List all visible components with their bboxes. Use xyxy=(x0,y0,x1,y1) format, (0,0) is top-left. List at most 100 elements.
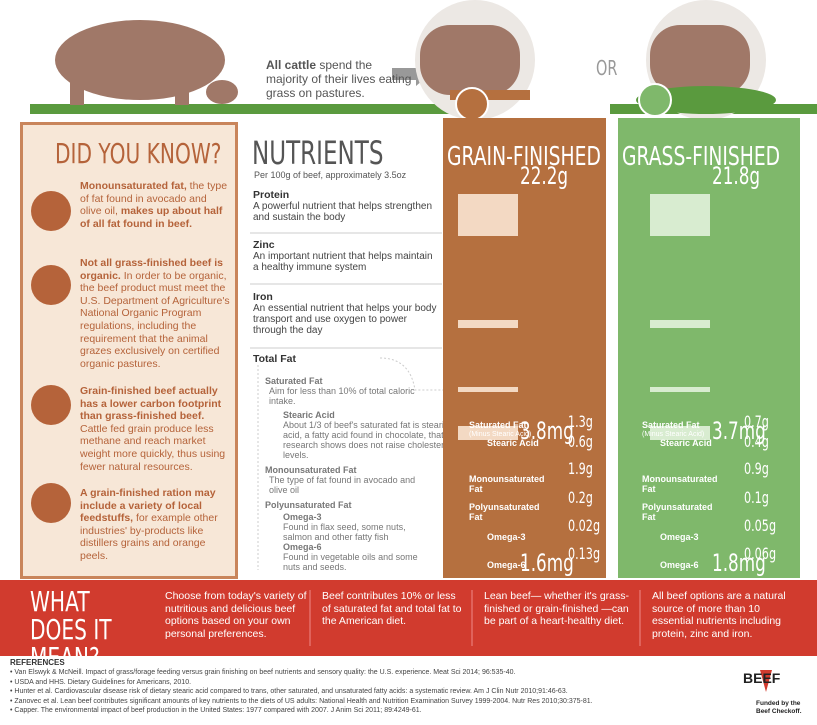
fat-label: (Minus Stearic Acid) xyxy=(469,431,532,438)
text-segment: In order to be organic, the beef product… xyxy=(80,269,230,370)
fat-value: 0.9g xyxy=(744,459,769,478)
meaning-title: WHAT DOES IT MEAN? xyxy=(30,585,112,674)
icon xyxy=(31,483,71,523)
text-segment: the type of fat found in avocado and oli… xyxy=(80,180,228,218)
icon xyxy=(455,87,489,121)
fact: A grain-finished ration may include a va… xyxy=(80,487,230,563)
logo-mark xyxy=(760,670,772,692)
desc: A powerful nutrient that helps strengthe… xyxy=(253,201,433,223)
grain-column: GRAIN-FINISHED22.2g3.8mg1.6mg5.2gSaturat… xyxy=(443,118,606,651)
fat-value: 0.6g xyxy=(568,432,593,451)
value: 1.6mg xyxy=(520,549,574,577)
did-you-know-panel: DID YOU KNOW? Monounsaturated fat, the t… xyxy=(20,122,238,579)
value-box xyxy=(650,194,710,236)
cow-head xyxy=(206,80,238,104)
column-title: GRASS-FINISHED xyxy=(622,142,781,172)
reference: • USDA and HHS. Dietary Guidelines for A… xyxy=(10,678,192,686)
fat-label: Omega-6 xyxy=(487,560,526,570)
name: Omega-3 xyxy=(283,512,322,522)
panel-title: DID YOU KNOW? xyxy=(55,137,222,170)
icon xyxy=(31,191,71,231)
value-box xyxy=(458,194,518,236)
text-segment: Grain-finished beef actually has a lower… xyxy=(80,385,222,423)
grass-column: GRASS-FINISHED21.8g3.7mg1.8mg2.9gSaturat… xyxy=(618,118,800,651)
name: Monounsaturated Fat xyxy=(265,465,357,475)
ground xyxy=(30,104,450,114)
row: Protein A powerful nutrient that helps st… xyxy=(253,189,438,224)
icon xyxy=(638,83,672,117)
name: Total Fat xyxy=(253,353,296,365)
point: Lean beef— whether it's grass-finished o… xyxy=(484,590,629,627)
cow-leg xyxy=(175,70,189,105)
row: Monounsaturated Fat The type of fat found… xyxy=(265,465,435,495)
value: 1.8mg xyxy=(712,549,766,577)
rules xyxy=(250,232,445,570)
meaning-band: WHAT DOES IT MEAN? Choose from today's v… xyxy=(0,580,817,672)
value-box xyxy=(458,387,518,392)
fat-value: 1.3g xyxy=(568,412,593,431)
name: Polyunsaturated Fat xyxy=(265,500,352,510)
fat-label: Omega-3 xyxy=(660,532,699,542)
cow-leg xyxy=(70,70,84,105)
logo-check xyxy=(760,670,772,692)
fat-label: Polyunsaturated Fat xyxy=(469,502,540,522)
row: Omega-6 Found in vegetable oils and some … xyxy=(283,542,433,572)
separators xyxy=(309,590,641,646)
fact: Grain-finished beef actually has a lower… xyxy=(80,385,230,473)
value: 3.7mg xyxy=(712,417,766,445)
icons xyxy=(31,191,71,523)
name: Stearic Acid xyxy=(283,410,335,420)
fat-value: 0.02g xyxy=(568,516,601,535)
fat-label: Monounsaturated Fat xyxy=(469,474,545,494)
fat-label: Stearic Acid xyxy=(660,438,712,448)
fat-label: Saturated Fat xyxy=(469,420,527,430)
value-box xyxy=(650,320,710,328)
fat-value: 0.2g xyxy=(568,488,593,507)
point: All beef options are a natural source of… xyxy=(652,590,786,640)
point: Choose from today's variety of nutritiou… xyxy=(165,590,307,640)
value: 22.2g xyxy=(520,162,569,190)
name: Protein xyxy=(253,189,290,201)
fact: Not all grass-finished beef is organic. … xyxy=(80,257,230,370)
intro-text: spend the majority of their lives eating… xyxy=(266,58,412,100)
icon xyxy=(31,385,71,425)
name: Zinc xyxy=(253,239,275,251)
value-box xyxy=(650,426,710,440)
fat-label: Omega-6 xyxy=(660,560,699,570)
text-segment: Cattle fed grain produce less methane an… xyxy=(80,422,226,473)
desc: The type of fat found in avocado and oli… xyxy=(269,475,416,495)
name: Iron xyxy=(253,291,273,303)
value-box xyxy=(650,387,710,392)
desc: Found in vegetable oils and some nuts an… xyxy=(283,552,418,572)
fat-value: 0.1g xyxy=(744,488,769,507)
row: Zinc An important nutrient that helps mai… xyxy=(253,239,438,274)
value: 21.8g xyxy=(712,162,761,190)
name: Saturated Fat xyxy=(265,376,323,386)
icon xyxy=(31,265,71,305)
fat-value: 0.4g xyxy=(744,432,769,451)
connector xyxy=(379,357,445,391)
fat-value: 0.06g xyxy=(744,544,777,563)
cow xyxy=(650,25,750,95)
desc: Found in flax seed, some nuts, salmon an… xyxy=(283,522,406,542)
desc: About 1/3 of beef's saturated fat is ste… xyxy=(283,420,452,460)
text-segment: Not all grass-finished beef is organic. xyxy=(80,257,223,282)
reference: • Van Elswyk & McNeill. Impact of grass/… xyxy=(10,669,516,676)
fat-label: Monounsaturated Fat xyxy=(642,474,718,494)
grass xyxy=(636,86,776,114)
value-box xyxy=(458,426,518,440)
intro: All cattle spend the majority of their l… xyxy=(266,58,416,100)
fat-value: 1.9g xyxy=(568,459,593,478)
fat-value: 0.05g xyxy=(744,516,777,535)
desc: Aim for less than 10% of total caloric i… xyxy=(269,386,415,406)
cow xyxy=(420,25,520,95)
fat-label: Omega-3 xyxy=(487,532,526,542)
fat-value: 0.7g xyxy=(744,412,769,431)
fact: Monounsaturated fat, the type of fat fou… xyxy=(80,180,230,230)
reference: • Capper. The environmental impact of be… xyxy=(10,707,422,715)
fat-label: Stearic Acid xyxy=(487,438,539,448)
fat-label: (Minus Stearic Acid) xyxy=(642,431,705,438)
trough xyxy=(450,90,530,100)
reference: • Hunter et al. Cardiovascular disease r… xyxy=(10,688,568,696)
